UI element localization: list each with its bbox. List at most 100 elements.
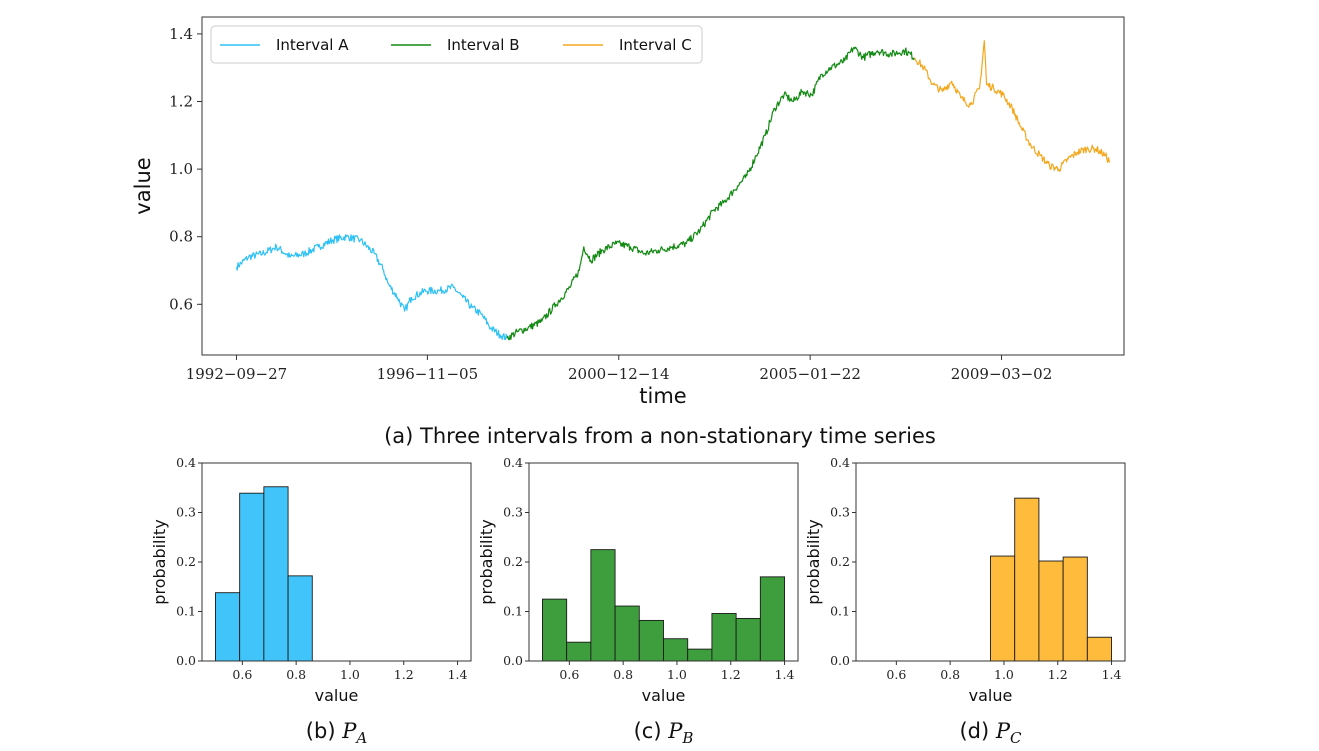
y-tick-label: 0.6 — [169, 295, 193, 313]
x-tick-label: 1.4 — [1102, 667, 1122, 682]
caption-prefix: (c) — [634, 719, 669, 743]
y-tick-label: 0.3 — [503, 505, 523, 520]
y-tick-label: 1.2 — [169, 93, 193, 111]
histogram-bar — [263, 486, 289, 662]
histogram-bar — [287, 575, 313, 662]
histogram-bar — [1086, 636, 1112, 662]
histogram-bar — [214, 592, 241, 662]
histogram-bar — [663, 638, 689, 662]
x-tick-label: 1.0 — [667, 667, 687, 682]
y-tick-label: 0.2 — [830, 554, 850, 569]
histogram-bars — [542, 549, 786, 662]
histogram-bar — [614, 605, 640, 662]
x-tick-label: 1996−11−05 — [377, 365, 478, 383]
histogram-bar — [1038, 560, 1064, 662]
panel-b-histogram: 0.0 0.1 0.2 0.3 0.4 0.6 0.8 1.0 1.2 1.4 probabilit… — [150, 455, 472, 747]
legend-box — [210, 25, 703, 64]
x-axis-ticks: 1992−09−27 1996−11−05 2000−12−14 2005−01−22… — [186, 355, 1052, 383]
caption-a: (a) Three intervals from a non-stationar… — [384, 424, 936, 448]
panel-d-histogram: 0.0 0.1 0.2 0.3 0.4 0.6 0.8 1.0 1.2 1.4 probabilit… — [804, 455, 1126, 747]
legend-label: Interval A — [276, 36, 349, 54]
legend-label: Interval B — [447, 36, 520, 54]
x-tick-label: 0.8 — [613, 667, 633, 682]
x-tick-label: 0.8 — [286, 667, 306, 682]
y-axis-label: probability — [477, 519, 496, 604]
histogram-bar — [566, 641, 592, 662]
y-axis-label: probability — [804, 519, 823, 604]
x-tick-label: 0.6 — [232, 667, 252, 682]
x-axis-label: value — [315, 686, 359, 705]
panel-caption: (d) PC — [959, 719, 1022, 747]
histogram-bar — [735, 617, 761, 662]
histogram-bar — [687, 648, 713, 662]
histogram-bars — [214, 486, 313, 662]
caption-variable: P — [667, 719, 683, 743]
y-axis-ticks: 0.0 0.1 0.2 0.3 0.4 — [503, 455, 529, 668]
x-tick-label: 1.4 — [448, 667, 468, 682]
y-axis-ticks: 0.0 0.1 0.2 0.3 0.4 — [830, 455, 856, 668]
x-axis-ticks: 0.6 0.8 1.0 1.2 1.4 — [886, 661, 1122, 682]
panel-caption: (c) PB — [634, 719, 694, 747]
histogram-bar — [239, 492, 265, 662]
x-tick-label: 0.8 — [940, 667, 960, 682]
y-tick-label: 0.3 — [830, 505, 850, 520]
series-lines — [235, 40, 1111, 341]
y-tick-label: 0.1 — [503, 604, 523, 619]
x-tick-label: 0.6 — [559, 667, 579, 682]
panel-c-histogram: 0.0 0.1 0.2 0.3 0.4 0.6 0.8 1.0 1.2 1.4 probabilit… — [477, 455, 799, 747]
x-tick-label: 0.6 — [886, 667, 906, 682]
caption-subscript: B — [681, 729, 693, 747]
histogram-bar — [1062, 556, 1088, 662]
caption-prefix: (b) — [306, 719, 342, 743]
y-tick-label: 0.0 — [503, 653, 523, 668]
x-tick-label: 1.4 — [775, 667, 795, 682]
x-tick-label: 1992−09−27 — [186, 365, 287, 383]
x-tick-label: 1.0 — [340, 667, 360, 682]
y-tick-label: 0.1 — [830, 604, 850, 619]
caption-variable: P — [341, 719, 357, 743]
x-axis-label: time — [639, 384, 686, 408]
caption-variable: P — [995, 719, 1011, 743]
x-tick-label: 1.2 — [394, 667, 414, 682]
x-tick-label: 2005−01−22 — [759, 365, 860, 383]
y-tick-label: 0.4 — [176, 455, 196, 470]
histogram-bar — [638, 619, 664, 662]
x-tick-label: 2000−12−14 — [568, 365, 669, 383]
y-tick-label: 0.1 — [176, 604, 196, 619]
histogram-bar — [711, 613, 737, 662]
panel-a-time-series: 0.6 0.8 1.0 1.2 1.4 1992−09−27 1996−11−05 2000… — [131, 16, 1125, 448]
y-axis-ticks: 0.6 0.8 1.0 1.2 1.4 — [169, 25, 202, 313]
x-axis-ticks: 0.6 0.8 1.0 1.2 1.4 — [559, 661, 795, 682]
x-tick-label: 1.2 — [1048, 667, 1068, 682]
histogram-bar — [990, 555, 1016, 662]
x-axis-label: value — [642, 686, 686, 705]
x-tick-label: 1.0 — [994, 667, 1014, 682]
histogram-bar — [1014, 497, 1040, 662]
x-tick-label: 2009−03−02 — [951, 365, 1052, 383]
x-axis-ticks: 0.6 0.8 1.0 1.2 1.4 — [232, 661, 468, 682]
caption-prefix: (d) — [959, 719, 995, 743]
caption-subscript: A — [354, 729, 367, 747]
y-axis-label: value — [131, 157, 155, 214]
series-line-interval-b — [506, 46, 916, 341]
panel-caption: (b) PA — [306, 719, 368, 747]
histogram-bar — [590, 549, 616, 662]
y-tick-label: 0.4 — [830, 455, 850, 470]
y-tick-label: 0.0 — [176, 653, 196, 668]
y-tick-label: 0.2 — [503, 554, 523, 569]
legend-entries: Interval A Interval B Interval C — [220, 36, 692, 54]
x-tick-label: 1.2 — [721, 667, 741, 682]
caption-subscript: C — [1010, 729, 1022, 747]
legend-label: Interval C — [619, 36, 692, 54]
histogram-bar — [759, 576, 786, 662]
series-line-interval-a — [235, 234, 508, 341]
y-tick-label: 1.4 — [169, 25, 193, 43]
y-tick-label: 0.0 — [830, 653, 850, 668]
plot-frame — [201, 16, 1125, 356]
series-line-interval-c — [913, 40, 1111, 172]
y-tick-label: 0.8 — [169, 228, 193, 246]
y-tick-label: 0.4 — [503, 455, 523, 470]
x-axis-label: value — [969, 686, 1013, 705]
histogram-bar — [542, 598, 568, 662]
